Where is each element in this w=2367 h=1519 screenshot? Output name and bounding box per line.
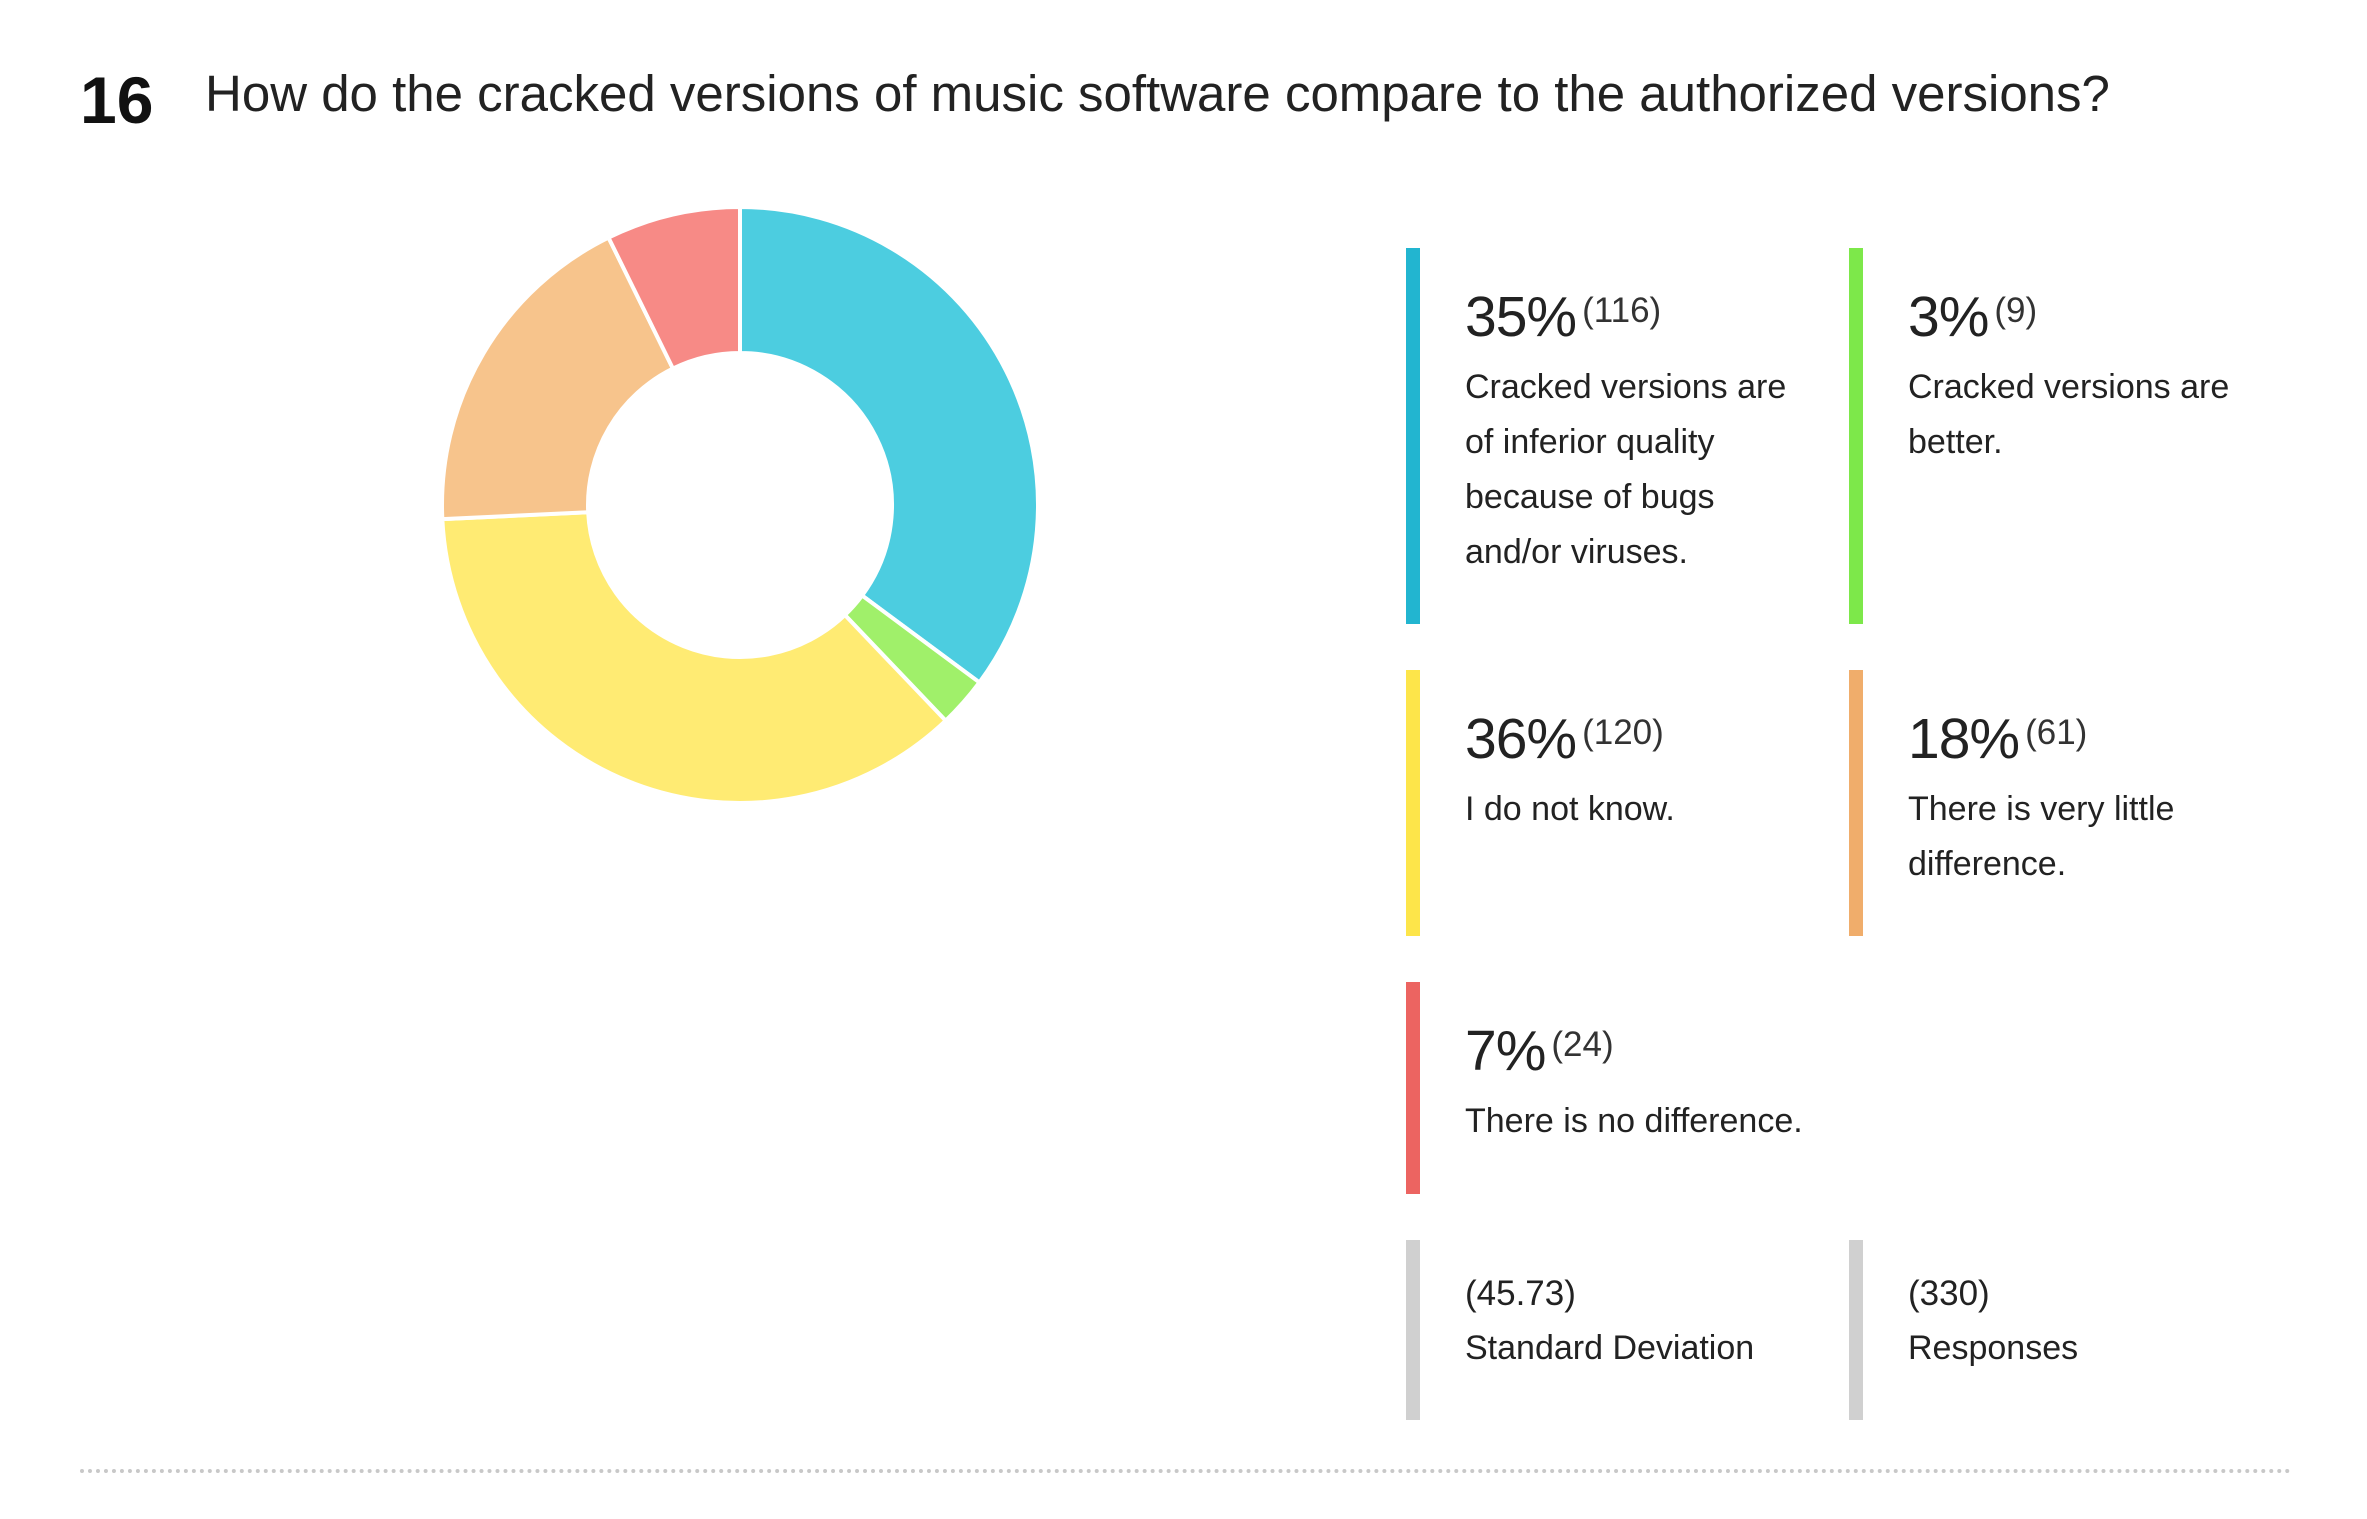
donut-slice: [440, 510, 949, 806]
legend-count: (120): [1582, 713, 1664, 752]
legend-label: Cracked versions are better.: [1908, 368, 2230, 461]
legend-percent: 36%: [1465, 707, 1577, 771]
footer-divider: [80, 1469, 2292, 1473]
legend-count: (9): [1994, 291, 2038, 330]
legend-color-bar: [1849, 670, 1863, 936]
legend-label: Cracked versions are of inferior quality…: [1465, 368, 1787, 571]
stat-value: (45.73): [1465, 1274, 1576, 1313]
question-title: How do the cracked versions of music sof…: [205, 65, 2110, 122]
legend-color-bar: [1406, 670, 1420, 936]
stat-value: (330): [1908, 1274, 1990, 1313]
legend-percent: 3%: [1908, 285, 1989, 349]
legend-label: There is no difference.: [1465, 1102, 1803, 1140]
legend-color-bar: [1849, 248, 1863, 624]
legend-label: I do not know.: [1465, 790, 1675, 828]
stat-bar: [1406, 1240, 1420, 1420]
stat-bar: [1849, 1240, 1863, 1420]
legend-count: (61): [2025, 713, 2088, 752]
stat-label: Standard Deviation: [1465, 1329, 1755, 1367]
question-number: 16: [80, 63, 154, 137]
legend-count: (24): [1551, 1025, 1614, 1064]
legend-color-bar: [1406, 248, 1420, 624]
stat-label: Responses: [1908, 1329, 2079, 1367]
legend-percent: 7%: [1465, 1019, 1546, 1083]
legend-color-bar: [1406, 982, 1420, 1194]
legend-percent: 18%: [1908, 707, 2020, 771]
legend-count: (116): [1582, 291, 1662, 330]
donut-slice: [738, 204, 1040, 686]
donut-slice: [605, 204, 742, 372]
legend-percent: 35%: [1465, 285, 1577, 349]
legend-label: There is very little difference.: [1908, 790, 2175, 883]
donut-chart: [440, 204, 1040, 806]
donut-slice: [440, 234, 676, 522]
